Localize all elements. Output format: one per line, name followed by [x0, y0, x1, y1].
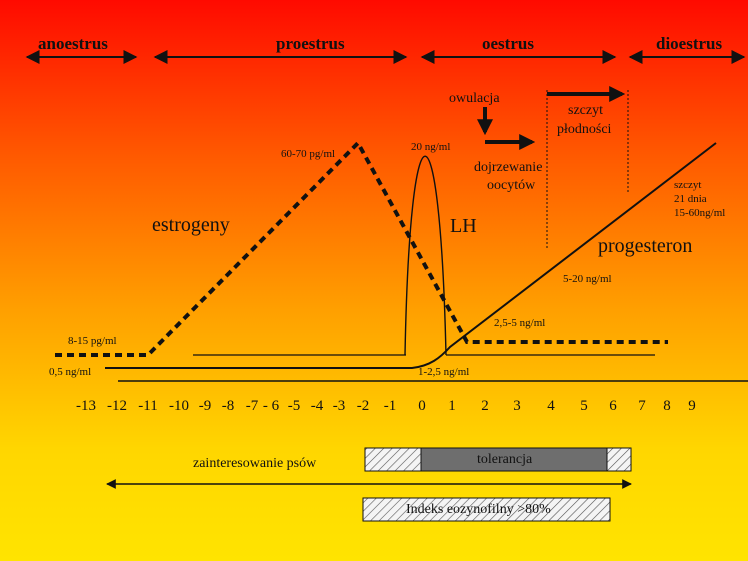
- estrogen-label: estrogeny: [152, 214, 230, 236]
- progesterone-peak-1: szczyt: [674, 179, 701, 191]
- progesterone-value-5-20: 5-20 ng/ml: [563, 273, 612, 285]
- phase-anoestrus: anoestrus: [38, 34, 108, 53]
- day-tick-label: 7: [638, 398, 646, 414]
- day-tick-label: 4: [547, 398, 555, 414]
- fertility-peak-label-1: szczyt: [568, 103, 603, 118]
- eosinophil-bar: [362, 497, 611, 522]
- progesterone-value-25-5: 2,5-5 ng/ml: [494, 317, 545, 329]
- progesterone-peak-3: 15-60ng/ml: [674, 207, 725, 219]
- day-tick-label: -5: [288, 398, 301, 414]
- phase-proestrus: proestrus: [276, 34, 345, 53]
- maturation-label-1: dojrzewanie: [474, 160, 542, 175]
- progesterone-curve: [105, 142, 717, 369]
- progesterone-peak-2: 21 dnia: [674, 193, 707, 205]
- tolerance-label: tolerancja: [477, 452, 533, 467]
- day-tick-label: 2: [481, 398, 489, 414]
- estrogen-peak-value: 60-70 pg/ml: [281, 148, 335, 160]
- interest-label: zainteresowanie psów: [193, 456, 317, 471]
- estrogen-curve: [55, 139, 668, 357]
- day-tick-label: -4: [311, 398, 324, 414]
- maturation-label-2: oocytów: [487, 178, 536, 193]
- progesterone-base-value: 0,5 ng/ml: [49, 366, 91, 378]
- lh-curve: [404, 155, 447, 356]
- day-tick-label: 9: [688, 398, 696, 414]
- interest-bar-right: [606, 447, 632, 472]
- day-tick-label: -1: [384, 398, 397, 414]
- phase-oestrus: oestrus: [482, 34, 534, 53]
- phase-dioestrus: dioestrus: [656, 34, 723, 53]
- fertility-peak-label-2: płodności: [557, 122, 612, 137]
- day-tick-label: -3: [333, 398, 346, 414]
- eosinophil-label: Indeks eozynofilny >80%: [406, 502, 551, 517]
- lh-label: LH: [450, 215, 477, 237]
- day-tick-label: -7: [246, 398, 259, 414]
- day-tick-label: 3: [513, 398, 521, 414]
- day-axis-ticks: -13 -12 -11 -10 -9 -8 -7- 6 -5 -4 -3 -2 -1 0 1 2 3 4 5 6 7 8…: [76, 398, 696, 414]
- day-tick-label: - 6: [263, 398, 280, 414]
- interest-bar-left: [364, 447, 422, 472]
- progesterone-ovulation-value: 1-2,5 ng/ml: [418, 366, 469, 378]
- day-tick-label: 5: [580, 398, 588, 414]
- lh-peak-value: 20 ng/ml: [411, 141, 450, 153]
- estrogen-base-value: 8-15 pg/ml: [68, 335, 117, 347]
- day-tick-label: 6: [609, 398, 617, 414]
- day-tick-label: 8: [663, 398, 671, 414]
- day-tick-label: -12: [107, 398, 127, 414]
- day-tick-label: -8: [222, 398, 235, 414]
- day-tick-label: 0: [418, 398, 426, 414]
- day-tick-label: -9: [199, 398, 212, 414]
- day-tick-label: 1: [448, 398, 456, 414]
- day-tick-label: -13: [76, 398, 96, 414]
- day-tick-label: -10: [169, 398, 189, 414]
- progesterone-label: progesteron: [598, 235, 692, 257]
- day-tick-label: -2: [357, 398, 370, 414]
- day-tick-label: -11: [138, 398, 157, 414]
- ovulation-label: owulacja: [449, 91, 500, 106]
